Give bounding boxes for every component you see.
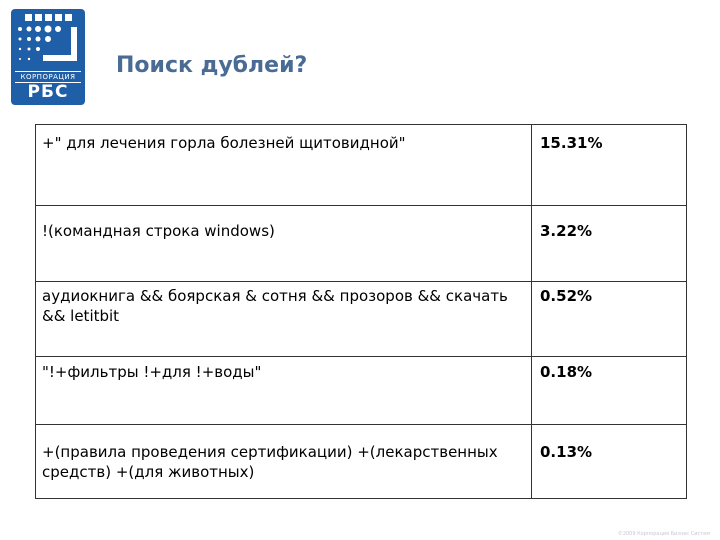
logo-dots-graphic bbox=[18, 14, 77, 61]
table-row: "!+фильтры !+для !+воды" 0.18% bbox=[35, 356, 687, 425]
duplicates-table: +" для лечения горла болезней щитовидной… bbox=[35, 124, 687, 499]
query-cell: +" для лечения горла болезней щитовидной… bbox=[35, 124, 532, 206]
table-row: !(командная строка windows) 3.22% bbox=[35, 205, 687, 282]
logo-caption: КОРПОРАЦИЯ bbox=[15, 71, 81, 83]
percent-cell: 15.31% bbox=[531, 124, 687, 206]
table-row: +(правила проведения сертификации) +(лек… bbox=[35, 424, 687, 499]
percent-cell: 3.22% bbox=[531, 205, 687, 282]
percent-cell: 0.13% bbox=[531, 424, 687, 499]
query-cell: аудиокнига && боярская & сотня && прозор… bbox=[35, 281, 532, 357]
table-row: аудиокнига && боярская & сотня && прозор… bbox=[35, 281, 687, 357]
query-cell: +(правила проведения сертификации) +(лек… bbox=[35, 424, 532, 499]
query-cell: "!+фильтры !+для !+воды" bbox=[35, 356, 532, 425]
table-row: +" для лечения горла болезней щитовидной… bbox=[35, 124, 687, 206]
slide-title: Поиск дублей? bbox=[116, 53, 308, 78]
query-cell: !(командная строка windows) bbox=[35, 205, 532, 282]
footer-copyright: ©2009 Корпорация Бизнес Систем bbox=[617, 531, 710, 537]
percent-cell: 0.52% bbox=[531, 281, 687, 357]
percent-cell: 0.18% bbox=[531, 356, 687, 425]
company-logo: КОРПОРАЦИЯ РБС bbox=[11, 9, 85, 105]
logo-word: РБС bbox=[27, 82, 69, 102]
